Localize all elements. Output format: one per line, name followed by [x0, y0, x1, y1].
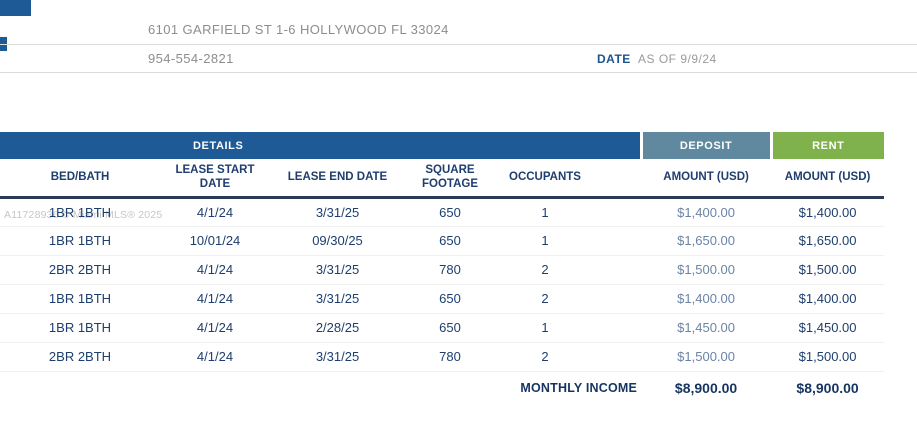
sqft-cell: 650 [405, 226, 495, 256]
deposit-amount-cell: $1,450.00 [641, 313, 772, 343]
column-header-bed-bath: BED/BATH [0, 159, 160, 199]
rent-amount-cell: $1,400.00 [771, 197, 885, 227]
lease-start-cell: 4/1/24 [160, 197, 270, 227]
bed-bath-cell: 1BR 1BTH [0, 284, 160, 314]
bed-bath-cell: 2BR 2BTH [0, 342, 160, 372]
occupants-cell: 2 [495, 342, 595, 372]
lease-end-cell: 3/31/25 [270, 255, 405, 285]
sqft-cell: 650 [405, 197, 495, 227]
column-header-deposit-amount: AMOUNT (USD) [641, 159, 772, 199]
sqft-cell: 650 [405, 284, 495, 314]
occupants-cell: 2 [495, 284, 595, 314]
filler-cell [595, 197, 642, 227]
rent-amount-cell: $1,500.00 [771, 342, 885, 372]
lease-start-cell: 10/01/24 [160, 226, 270, 256]
monthly-income-rent-total: $8,900.00 [796, 380, 859, 397]
bed-bath-cell: 1BR 1BTH [0, 313, 160, 343]
column-header-lease-start: LEASE START DATE [160, 159, 270, 199]
lease-end-cell: 09/30/25 [270, 226, 405, 256]
column-header-filler [595, 159, 642, 199]
table-row: 1BR 1BTH 4/1/24 3/31/25 650 2 $1,400.00 … [0, 284, 885, 314]
left-edge-block-top [0, 0, 31, 16]
lease-end-cell: 2/28/25 [270, 313, 405, 343]
date-as-of-value: AS OF 9/9/24 [638, 52, 717, 66]
rent-amount-cell: $1,650.00 [771, 226, 885, 256]
rent-amount-cell: $1,400.00 [771, 284, 885, 314]
lease-end-cell: 3/31/25 [270, 197, 405, 227]
deposit-amount-cell: $1,500.00 [641, 255, 772, 285]
lease-start-cell: 4/1/24 [160, 313, 270, 343]
occupants-cell: 1 [495, 313, 595, 343]
table-row: 1BR 1BTH 4/1/24 2/28/25 650 1 $1,450.00 … [0, 313, 885, 343]
deposit-group-header: DEPOSIT [639, 132, 772, 159]
rent-group-header: RENT [769, 132, 885, 159]
filler-cell [595, 255, 642, 285]
lease-end-cell: 3/31/25 [270, 284, 405, 314]
sqft-cell: 780 [405, 255, 495, 285]
occupants-cell: 1 [495, 226, 595, 256]
rent-amount-cell: $1,500.00 [771, 255, 885, 285]
property-address: 6101 GARFIELD ST 1-6 HOLLYWOOD FL 33024 [148, 22, 449, 37]
sqft-cell: 780 [405, 342, 495, 372]
bed-bath-cell: 2BR 2BTH [0, 255, 160, 285]
lease-start-cell: 4/1/24 [160, 284, 270, 314]
column-header-lease-end: LEASE END DATE [270, 159, 405, 199]
filler-cell [595, 313, 642, 343]
details-group-header: DETAILS [0, 132, 642, 159]
filler-cell [595, 284, 642, 314]
table-row: 2BR 2BTH 4/1/24 3/31/25 780 2 $1,500.00 … [0, 342, 885, 372]
date-label: DATE [597, 52, 631, 66]
filler-cell [595, 342, 642, 372]
deposit-amount-cell: $1,400.00 [641, 284, 772, 314]
occupants-cell: 2 [495, 255, 595, 285]
column-header-square-footage: SQUARE FOOTAGE [405, 159, 495, 199]
lease-end-cell: 3/31/25 [270, 342, 405, 372]
sqft-cell: 650 [405, 313, 495, 343]
lease-start-cell: 4/1/24 [160, 255, 270, 285]
column-header-occupants: OCCUPANTS [495, 159, 595, 199]
bed-bath-cell: 1BR 1BTH [0, 226, 160, 256]
column-header-row: BED/BATH LEASE START DATE LEASE END DATE… [0, 159, 885, 199]
table-row: 2BR 2BTH 4/1/24 3/31/25 780 2 $1,500.00 … [0, 255, 885, 285]
header-divider-top [0, 44, 917, 45]
occupants-cell: 1 [495, 197, 595, 227]
bed-bath-cell: 1BR 1BTH [0, 197, 160, 227]
monthly-income-deposit-total: $8,900.00 [674, 380, 738, 397]
monthly-income-row: MONTHLY INCOME $8,900.00 $8,900.00 [0, 371, 884, 405]
header-divider-bottom [0, 72, 917, 73]
group-header-row: DETAILS DEPOSIT RENT [0, 132, 885, 159]
rent-roll-table: DETAILS DEPOSIT RENT BED/BATH LEASE STAR… [0, 132, 885, 405]
lease-start-cell: 4/1/24 [160, 342, 270, 372]
table-row: 1BR 1BTH 4/1/24 3/31/25 650 1 $1,400.00 … [0, 197, 885, 227]
property-phone: 954-554-2821 [148, 51, 234, 66]
deposit-amount-cell: $1,500.00 [641, 342, 772, 372]
table-row: 1BR 1BTH 10/01/24 09/30/25 650 1 $1,650.… [0, 226, 885, 256]
column-header-rent-amount: AMOUNT (USD) [771, 159, 885, 199]
deposit-amount-cell: $1,400.00 [641, 197, 772, 227]
filler-cell [595, 226, 642, 256]
deposit-amount-cell: $1,650.00 [641, 226, 772, 256]
rent-amount-cell: $1,450.00 [771, 313, 885, 343]
monthly-income-label: MONTHLY INCOME [520, 381, 638, 396]
